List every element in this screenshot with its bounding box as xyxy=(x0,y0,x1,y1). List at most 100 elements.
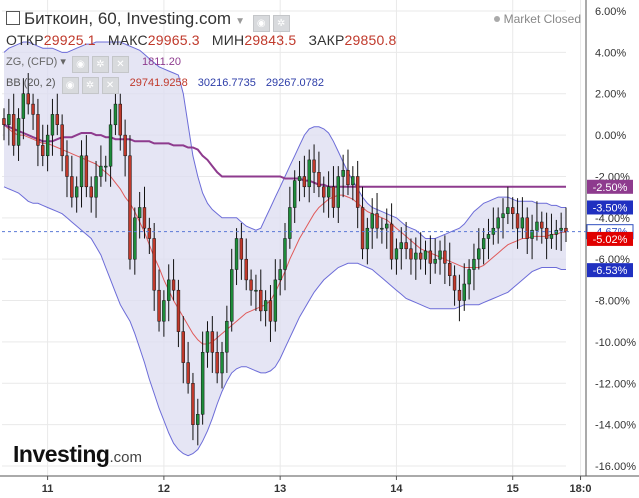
x-tick-label: 13 xyxy=(274,483,286,495)
x-tick-label: 12 xyxy=(158,483,170,495)
candle-body xyxy=(341,170,345,177)
investing-logo[interactable]: Investing.com xyxy=(13,441,142,468)
candle-body xyxy=(322,186,326,198)
price-badge-label: -3.50% xyxy=(593,202,628,214)
candle-body xyxy=(370,213,374,229)
y-tick-label: 2.00% xyxy=(595,89,626,101)
candle-body xyxy=(273,279,278,322)
candle-body xyxy=(467,269,471,285)
candle-body xyxy=(292,180,297,208)
candle-body xyxy=(355,176,360,208)
candle-body xyxy=(477,248,481,260)
candle-body xyxy=(244,258,248,281)
x-tick-label: 14 xyxy=(390,483,403,495)
price-badges: -2.50%-3.50%-4.67%-5.02%-6.53% xyxy=(586,179,634,278)
candle-body xyxy=(336,176,340,208)
candle-body xyxy=(472,258,476,270)
candle-body xyxy=(506,207,510,214)
candle-body xyxy=(496,217,500,229)
ohlc-close-value: 29850.8 xyxy=(344,32,397,48)
settings-icon[interactable]: ✲ xyxy=(91,56,109,73)
instrument-icon xyxy=(6,11,20,25)
ohlc-open-label: ОТКР xyxy=(6,32,44,48)
candle-body xyxy=(278,269,282,281)
candle-body xyxy=(239,238,244,260)
x-tick-label: 18:0 xyxy=(570,483,592,495)
candle-body xyxy=(515,213,520,229)
candle-body xyxy=(559,227,563,231)
candle-body xyxy=(399,242,403,250)
close-icon[interactable]: ✕ xyxy=(101,77,119,94)
candle-body xyxy=(45,134,50,157)
candle-body xyxy=(2,118,6,125)
candle-body xyxy=(288,207,292,239)
close-icon[interactable]: ✕ xyxy=(111,56,129,73)
candle-body xyxy=(331,186,336,208)
price-badge xyxy=(587,200,633,215)
y-tick-label: -10.00% xyxy=(595,337,636,349)
candle-body xyxy=(317,172,321,188)
candle-body xyxy=(176,289,181,332)
chart-title: Биткоин, 60, Investing.com ▼ ◉ ✲ xyxy=(6,9,290,32)
candle-body xyxy=(564,227,568,232)
candle-body xyxy=(302,176,307,188)
candle-body xyxy=(428,250,433,264)
x-tick-label: 11 xyxy=(42,483,54,495)
candle-body xyxy=(433,258,437,264)
candle-body xyxy=(283,238,287,270)
eye-icon[interactable]: ◉ xyxy=(61,77,79,94)
candle-body xyxy=(385,223,389,229)
candle-body xyxy=(79,155,84,188)
candle-body xyxy=(200,352,205,415)
candle-body xyxy=(511,207,515,214)
eye-icon[interactable]: ◉ xyxy=(252,15,270,32)
candle-body xyxy=(486,234,491,239)
candle-body xyxy=(394,248,399,260)
candle-body xyxy=(535,221,539,231)
candle-body xyxy=(142,207,147,229)
chevron-down-icon[interactable]: ▼ xyxy=(235,16,245,27)
candle-body xyxy=(108,124,113,167)
eye-icon[interactable]: ◉ xyxy=(71,56,89,73)
indicator-zg-label: ZG, (CFD) xyxy=(6,56,58,68)
candle-body xyxy=(74,186,79,198)
price-badge-label: -6.53% xyxy=(593,265,628,277)
candle-body xyxy=(443,250,447,264)
chevron-down-icon[interactable]: ▾ xyxy=(57,56,66,68)
settings-icon[interactable]: ✲ xyxy=(272,15,290,32)
candle-body xyxy=(404,242,408,250)
settings-icon[interactable]: ✲ xyxy=(81,77,99,94)
ohlc-high-value: 29965.3 xyxy=(147,32,200,48)
indicator-bb-label: BB (20, 2) xyxy=(6,77,56,89)
candle-body xyxy=(36,114,40,146)
candle-body xyxy=(307,159,311,188)
x-tick-label: 15 xyxy=(507,483,519,495)
candle-body xyxy=(346,170,350,186)
indicator-bb-mid: 29741.9258 xyxy=(129,77,188,89)
candlesticks xyxy=(2,73,568,446)
candle-body xyxy=(520,217,525,229)
market-status-text: Market Closed xyxy=(503,12,581,26)
candle-body xyxy=(26,93,30,105)
indicator-zg-value: 1811.20 xyxy=(142,56,181,68)
candle-body xyxy=(375,213,379,229)
candle-body xyxy=(530,229,534,239)
candle-body xyxy=(268,300,273,322)
candle-body xyxy=(171,279,176,291)
candle-body xyxy=(50,114,55,136)
candle-body xyxy=(544,227,549,239)
ohlc-row: ОТКР29925.1 МАКС29965.3 МИН29843.5 ЗАКР2… xyxy=(6,32,405,48)
candle-body xyxy=(133,217,137,260)
candle-body xyxy=(21,93,26,119)
candle-body xyxy=(113,103,118,126)
candle-body xyxy=(448,263,452,276)
candle-body xyxy=(162,300,166,322)
indicator-zg-legend[interactable]: ZG, (CFD) ▾ ◉ ✲ ✕ 1811.20 xyxy=(6,55,181,73)
chart-title-text: Биткоин, 60, Investing.com xyxy=(24,9,232,28)
price-badge-label: -5.02% xyxy=(593,234,628,246)
indicator-bb-legend[interactable]: BB (20, 2) ◉ ✲ ✕ 29741.9258 30216.7735 29267… xyxy=(6,77,324,94)
candle-body xyxy=(60,124,64,157)
indicator-bb-upper: 30216.7735 xyxy=(197,77,256,89)
status-dot-icon xyxy=(493,16,500,22)
